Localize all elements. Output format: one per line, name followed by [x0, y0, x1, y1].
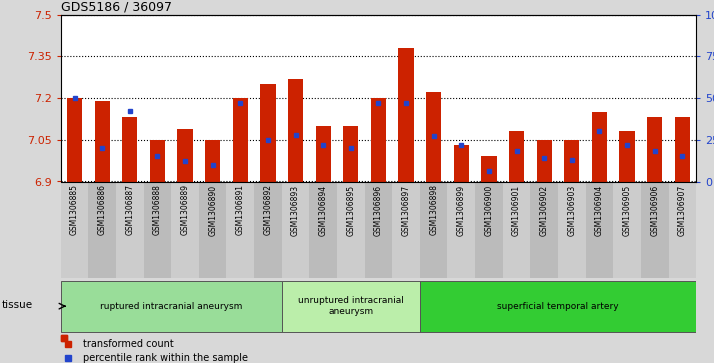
Bar — [592, 112, 607, 182]
Bar — [426, 93, 441, 182]
Bar — [61, 182, 89, 278]
Bar — [641, 182, 668, 278]
Text: percentile rank within the sample: percentile rank within the sample — [83, 353, 248, 363]
Bar — [233, 98, 248, 182]
Bar — [116, 182, 144, 278]
Bar — [585, 182, 613, 278]
Bar — [365, 182, 392, 278]
Text: GSM1306895: GSM1306895 — [346, 184, 356, 236]
Bar — [453, 145, 469, 182]
Bar — [531, 182, 558, 278]
Bar — [67, 98, 82, 182]
Bar — [205, 140, 220, 182]
Bar — [288, 78, 303, 182]
Bar — [254, 182, 282, 278]
Text: GSM1306894: GSM1306894 — [318, 184, 328, 236]
Bar — [144, 182, 171, 278]
Bar — [94, 101, 110, 182]
Text: GSM1306889: GSM1306889 — [181, 184, 189, 235]
Text: GSM1306893: GSM1306893 — [291, 184, 300, 236]
Text: GSM1306898: GSM1306898 — [429, 184, 438, 235]
Text: transformed count: transformed count — [83, 339, 174, 349]
Text: GSM1306901: GSM1306901 — [512, 184, 521, 236]
Bar — [558, 182, 585, 278]
Bar — [343, 126, 358, 182]
Text: unruptured intracranial
aneurysm: unruptured intracranial aneurysm — [298, 297, 403, 316]
Text: GSM1306906: GSM1306906 — [650, 184, 659, 236]
Bar — [675, 118, 690, 182]
Bar — [668, 182, 696, 278]
Bar — [537, 140, 552, 182]
Bar — [420, 281, 696, 332]
Text: GSM1306892: GSM1306892 — [263, 184, 273, 235]
Text: GDS5186 / 36097: GDS5186 / 36097 — [61, 0, 171, 13]
Bar — [226, 182, 254, 278]
Bar — [177, 129, 193, 182]
Bar — [261, 84, 276, 182]
Bar — [337, 182, 365, 278]
Text: GSM1306907: GSM1306907 — [678, 184, 687, 236]
Bar — [198, 182, 226, 278]
Text: ruptured intracranial aneurysm: ruptured intracranial aneurysm — [100, 302, 242, 311]
Bar — [448, 182, 475, 278]
Text: GSM1306891: GSM1306891 — [236, 184, 245, 235]
Text: GSM1306905: GSM1306905 — [623, 184, 632, 236]
Bar — [371, 98, 386, 182]
Text: GSM1306903: GSM1306903 — [568, 184, 576, 236]
Bar — [282, 281, 420, 332]
Bar — [309, 182, 337, 278]
Bar — [89, 182, 116, 278]
Bar — [613, 182, 641, 278]
Bar — [503, 182, 531, 278]
Bar — [420, 182, 448, 278]
Bar — [392, 182, 420, 278]
Bar — [398, 48, 413, 182]
Text: GSM1306896: GSM1306896 — [374, 184, 383, 236]
Bar — [481, 156, 496, 182]
Text: superficial temporal artery: superficial temporal artery — [497, 302, 619, 311]
Text: tissue: tissue — [1, 299, 33, 310]
Text: GSM1306886: GSM1306886 — [98, 184, 106, 235]
Text: GSM1306900: GSM1306900 — [484, 184, 493, 236]
Text: GSM1306890: GSM1306890 — [208, 184, 217, 236]
Bar — [316, 126, 331, 182]
Bar — [171, 182, 198, 278]
Text: GSM1306885: GSM1306885 — [70, 184, 79, 235]
Bar — [564, 140, 580, 182]
Bar — [282, 182, 309, 278]
Text: GSM1306888: GSM1306888 — [153, 184, 162, 235]
Text: GSM1306902: GSM1306902 — [540, 184, 548, 236]
Text: GSM1306887: GSM1306887 — [125, 184, 134, 235]
Bar — [647, 118, 663, 182]
Bar — [61, 281, 282, 332]
Text: GSM1306897: GSM1306897 — [401, 184, 411, 236]
Text: GSM1306899: GSM1306899 — [457, 184, 466, 236]
Bar — [620, 131, 635, 182]
Bar — [122, 118, 137, 182]
Bar — [509, 131, 524, 182]
Text: GSM1306904: GSM1306904 — [595, 184, 604, 236]
Bar — [150, 140, 165, 182]
Bar — [475, 182, 503, 278]
